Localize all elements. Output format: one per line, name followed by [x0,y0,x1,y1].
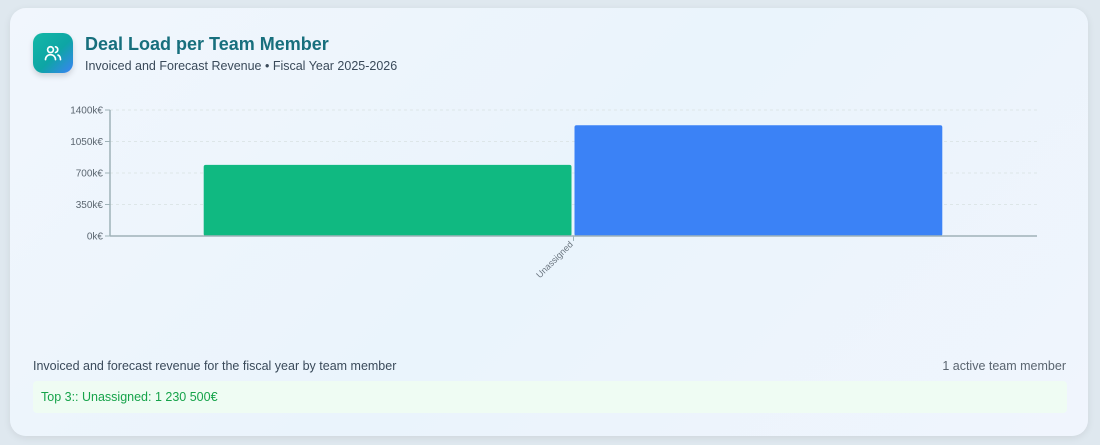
chart-subtitle: Invoiced and Forecast Revenue • Fiscal Y… [85,59,398,73]
y-tick-label: 1400k€ [70,106,103,117]
y-tick-label: 0k€ [87,232,104,243]
chart-card: Deal Load per Team Member Invoiced and F… [10,8,1088,436]
y-tick-label: 1050k€ [70,137,103,148]
bar-chart: 0k€ 350k€ 700k€ 1050k€ 1400k€ Unassigned [70,106,1037,280]
chart-title: Deal Load per Team Member [85,34,329,54]
top3-banner: Top 3:: Unassigned: 1 230 500€ [33,381,1067,413]
users-icon [33,33,73,73]
y-tick-label: 350k€ [76,200,104,211]
bar [574,125,943,236]
y-tick-label: 700k€ [76,169,104,180]
x-tick-label: Unassigned [534,239,575,280]
bar [203,164,572,236]
member-count: 1 active team member [942,359,1066,373]
chart-description: Invoiced and forecast revenue for the fi… [33,359,397,373]
top3-text: Top 3:: Unassigned: 1 230 500€ [41,390,218,404]
